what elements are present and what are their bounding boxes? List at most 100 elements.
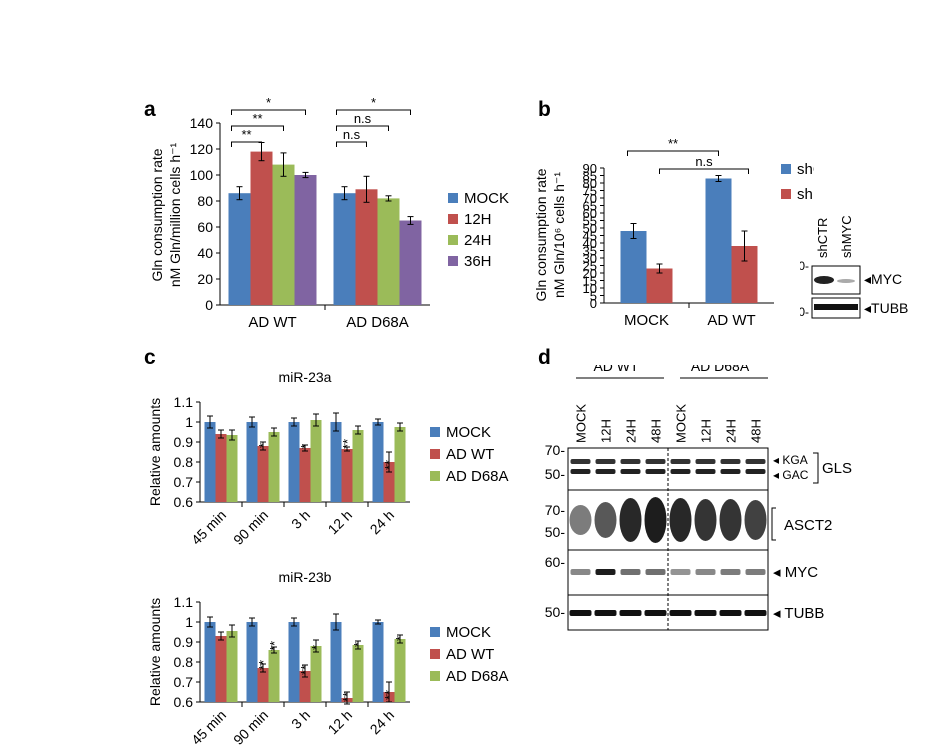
- y-tick-label: 1: [185, 614, 193, 630]
- y-tick-label: 120: [190, 141, 214, 157]
- blot-lane-label: 12H: [599, 419, 614, 443]
- bar: [394, 427, 406, 502]
- y-axis-label: Relative amounts: [147, 598, 163, 706]
- blot-band: [695, 569, 716, 575]
- significance-star: *: [256, 443, 271, 448]
- legend-swatch: [430, 471, 440, 481]
- blot-band: [619, 610, 642, 616]
- significance-label: **: [252, 111, 262, 126]
- blot-band: [745, 469, 766, 474]
- y-tick-label: 0.8: [174, 454, 194, 470]
- blot-band: [670, 569, 691, 575]
- y-tick-label: 40: [583, 236, 597, 251]
- y-tick-label: 0.8: [174, 654, 194, 670]
- significance-star: **: [298, 665, 313, 675]
- bar: [288, 422, 300, 502]
- significance-label: n.s: [354, 111, 372, 126]
- legend-label: AD WT: [446, 646, 494, 663]
- y-axis-label: nM Gln/million cells h⁻¹: [167, 143, 183, 288]
- x-tick-label: 90 min: [230, 707, 271, 748]
- blot-band: [644, 610, 667, 616]
- blot-mw: 50-: [800, 305, 809, 319]
- significance-bracket: [627, 150, 719, 156]
- blot-band: [594, 502, 617, 538]
- blot-group-label: AD D68A: [691, 365, 750, 374]
- blot-band: [620, 459, 641, 464]
- bar: [330, 422, 342, 502]
- x-tick-label: AD WT: [707, 312, 755, 329]
- y-tick-label: 1.1: [174, 394, 194, 410]
- blot-band: [719, 610, 742, 616]
- bar: [228, 193, 251, 305]
- blot-band: [814, 276, 834, 284]
- legend-label: MOCK: [464, 190, 509, 207]
- significance-label: n.s: [695, 154, 713, 169]
- blot-band: [620, 569, 641, 575]
- y-tick-label: 0.6: [174, 494, 194, 510]
- blot-band: [814, 304, 858, 310]
- significance-star: **: [340, 439, 355, 449]
- blot-group-label: AD WT: [593, 365, 639, 374]
- y-tick-label: 60: [583, 206, 597, 221]
- legend-swatch: [448, 256, 458, 266]
- blot-lane-label: 24H: [624, 419, 639, 443]
- blot-bracket: [813, 452, 819, 484]
- y-axis-label: nM Gln/10⁶ cells h⁻¹: [551, 172, 567, 298]
- blot-mw: 60-: [800, 259, 809, 273]
- blot-band: [595, 469, 616, 474]
- blot-lane-label: shCTR: [815, 218, 830, 258]
- blot-mw: 70-: [545, 502, 566, 518]
- bar: [341, 449, 353, 502]
- y-tick-label: 0: [205, 297, 213, 313]
- bar: [383, 462, 395, 502]
- bar: [272, 164, 295, 305]
- bar: [257, 446, 269, 502]
- significance-bracket: [231, 125, 284, 131]
- legend-label: MOCK: [446, 624, 491, 641]
- x-tick-label: 12 h: [325, 707, 356, 738]
- blot-label-tubb: ◂ TUBB: [773, 605, 824, 622]
- bar: [377, 198, 400, 305]
- x-tick-label: 24 h: [367, 507, 398, 538]
- legend-swatch: [448, 235, 458, 245]
- significance-bracket: [336, 141, 367, 147]
- blot-band: [720, 569, 741, 575]
- significance-label: *: [266, 95, 271, 110]
- y-tick-label: 100: [190, 167, 214, 183]
- blot-band: [745, 569, 766, 575]
- y-tick-label: 20: [583, 266, 597, 281]
- blot-band: [645, 469, 666, 474]
- y-tick-label: 55: [583, 214, 597, 229]
- y-tick-label: 65: [583, 199, 597, 214]
- legend-label: 24H: [464, 232, 492, 249]
- significance-bracket: [231, 141, 262, 147]
- bar: [250, 151, 273, 305]
- x-tick-label: 3 h: [288, 707, 313, 732]
- bar: [226, 631, 238, 702]
- bar: [394, 639, 406, 702]
- blot-band: [670, 469, 691, 474]
- blot-band: [720, 469, 741, 474]
- bar: [204, 622, 216, 702]
- western-blot-b: shCTR shMYC 60- ◂MYC 50- ◂TUBB: [800, 215, 908, 319]
- blot-band: [720, 459, 741, 464]
- blot-label-asct2: ASCT2: [784, 517, 832, 534]
- chart-a: 0 20 40 60 80 100 120 140 AD WT AD D68A MOCK 12H 24H…: [149, 95, 509, 331]
- bar: [257, 668, 269, 702]
- legend-label: AD D68A: [446, 468, 509, 485]
- blot-band: [669, 610, 692, 616]
- bar: [299, 671, 311, 702]
- x-tick-label: AD WT: [248, 314, 296, 331]
- blot-mw: 50-: [545, 466, 566, 482]
- blot-band: [719, 499, 742, 541]
- blot-band: [670, 459, 691, 464]
- significance-label: n.s: [343, 127, 361, 142]
- y-tick-label: 50: [583, 221, 597, 236]
- blot-mw: 60-: [545, 554, 566, 570]
- y-axis-label: Gln consumption rate: [149, 148, 165, 281]
- blot-band: [744, 610, 767, 616]
- y-tick-label: 140: [190, 115, 214, 131]
- y-tick-label: 80: [583, 176, 597, 191]
- bar: [204, 422, 216, 502]
- blot-band: [745, 459, 766, 464]
